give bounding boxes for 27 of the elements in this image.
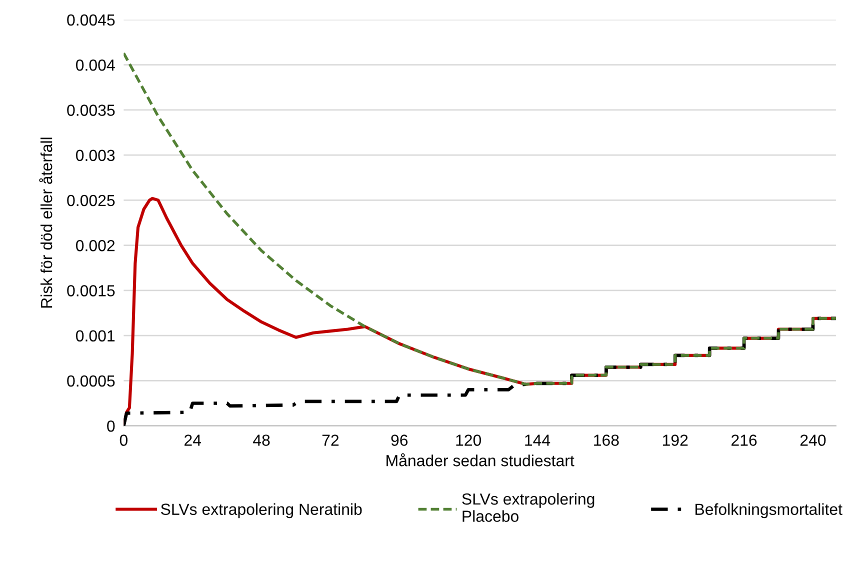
x-axis-title: Månader sedan studiestart xyxy=(386,453,574,466)
y-tick-label: 0.0025 xyxy=(67,194,115,206)
legend-label: SLVs extrapolering Placebo xyxy=(462,492,594,522)
x-tick-label: 216 xyxy=(732,434,757,446)
x-tick-label: 24 xyxy=(184,434,202,446)
x-tick-label: 48 xyxy=(253,434,270,446)
x-tick-label: 72 xyxy=(322,434,339,446)
y-tick-label: 0.002 xyxy=(76,240,115,252)
y-tick-label: 0.0035 xyxy=(67,104,115,116)
legend-label: Befolkningsmortalitet xyxy=(696,503,842,518)
x-tick-label: 168 xyxy=(594,434,619,446)
x-tick-label: 192 xyxy=(663,434,688,446)
y-tick-label: 0 xyxy=(107,420,115,432)
y-tick-label: 0.0005 xyxy=(67,375,115,387)
x-tick-label: 144 xyxy=(525,434,550,446)
x-tick-label: 240 xyxy=(800,434,826,446)
y-axis-title: Risk för död eller återfall xyxy=(39,138,52,308)
y-tick-label: 0.0015 xyxy=(67,285,115,296)
legend-label: SLVs extrapolering Neratinib xyxy=(161,503,362,518)
x-tick-label: 0 xyxy=(120,434,128,446)
y-tick-label: 0.001 xyxy=(76,330,115,342)
line-series xyxy=(124,52,836,386)
x-tick-label: 120 xyxy=(456,434,482,446)
y-tick-label: 0.003 xyxy=(76,150,115,162)
y-tick-label: 0.004 xyxy=(76,59,115,71)
x-tick-label: 96 xyxy=(391,434,408,446)
y-tick-label: 0.0045 xyxy=(67,14,115,26)
